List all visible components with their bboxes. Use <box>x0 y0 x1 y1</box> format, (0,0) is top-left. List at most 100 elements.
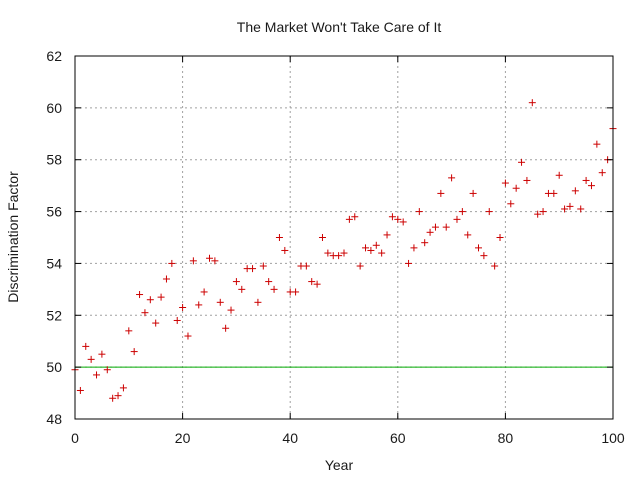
data-point <box>577 205 585 213</box>
data-point <box>318 234 326 241</box>
data-point <box>216 298 224 306</box>
data-point <box>367 246 375 254</box>
data-point <box>275 234 283 241</box>
data-point <box>114 392 122 400</box>
data-point <box>162 275 170 283</box>
data-point <box>152 319 160 327</box>
data-point <box>146 296 154 304</box>
data-point <box>561 205 569 213</box>
data-point <box>195 301 203 309</box>
data-point <box>141 309 149 317</box>
data-point <box>485 208 493 216</box>
data-point <box>555 171 563 179</box>
data-point <box>399 218 407 226</box>
data-point <box>324 249 332 257</box>
data-point <box>238 285 246 293</box>
data-point <box>308 278 316 286</box>
y-tick-label: 60 <box>46 100 62 116</box>
data-point <box>539 208 547 216</box>
plot-frame <box>74 55 614 420</box>
data-point <box>523 176 531 184</box>
data-point <box>200 288 208 296</box>
data-point <box>179 304 187 312</box>
data-point <box>232 278 240 286</box>
data-point <box>491 262 499 270</box>
data-point <box>448 174 456 182</box>
x-tick-label: 0 <box>71 430 79 446</box>
x-tick-label: 80 <box>498 430 514 446</box>
data-point <box>335 252 343 260</box>
y-axis-label: Discrimination Factor <box>5 171 21 303</box>
y-tick-label: 52 <box>46 307 62 323</box>
data-point <box>254 298 262 306</box>
data-point <box>206 254 213 262</box>
data-point <box>566 202 574 210</box>
data-points <box>71 99 617 402</box>
y-tick-label: 48 <box>46 411 62 427</box>
data-point <box>501 179 509 187</box>
data-point <box>507 200 515 208</box>
data-point <box>442 223 450 231</box>
data-point <box>356 262 364 270</box>
data-point <box>496 234 504 241</box>
data-point <box>362 244 370 252</box>
data-point <box>98 350 106 358</box>
x-tick-label: 100 <box>601 430 625 446</box>
data-point <box>587 182 595 190</box>
data-point <box>168 259 176 267</box>
data-point <box>211 257 219 265</box>
data-point <box>571 187 579 195</box>
data-point <box>189 257 197 265</box>
data-point <box>292 288 300 296</box>
data-point <box>582 176 590 184</box>
data-point <box>93 371 101 379</box>
y-tick-labels: 48 50 52 54 56 58 60 62 <box>46 48 62 427</box>
data-point <box>518 158 526 166</box>
y-tick-label: 56 <box>46 204 62 220</box>
data-point <box>475 244 482 252</box>
data-point <box>598 169 606 177</box>
data-point <box>593 140 601 148</box>
chart-title: The Market Won't Take Care of It <box>237 19 442 35</box>
data-point <box>184 332 192 340</box>
data-point <box>415 208 423 216</box>
data-point <box>372 241 380 249</box>
data-point <box>431 223 439 231</box>
grid-lines <box>75 56 613 419</box>
x-tick-label: 60 <box>390 430 406 446</box>
data-point <box>249 265 257 273</box>
data-point <box>270 285 278 293</box>
data-point <box>534 210 542 218</box>
data-point <box>464 231 472 239</box>
data-point <box>265 278 273 286</box>
y-tick-label: 62 <box>46 48 62 64</box>
x-tick-labels: 0 20 40 60 80 100 <box>71 430 625 446</box>
data-point <box>76 386 84 394</box>
data-point <box>437 189 445 197</box>
data-point <box>281 246 289 254</box>
data-point <box>528 99 536 107</box>
data-point <box>512 184 520 192</box>
data-point <box>405 259 413 267</box>
data-point <box>458 208 466 216</box>
data-point <box>378 249 386 257</box>
data-point <box>302 262 310 270</box>
x-tick-label: 20 <box>175 430 191 446</box>
data-point <box>109 394 117 402</box>
y-tick-label: 50 <box>46 359 62 375</box>
data-point <box>421 239 429 247</box>
data-point <box>550 189 558 197</box>
data-point <box>453 215 461 223</box>
y-tick-label: 54 <box>46 255 62 271</box>
x-axis-label: Year <box>325 457 354 473</box>
data-point <box>469 189 477 197</box>
data-point <box>119 384 127 392</box>
data-point <box>426 228 434 236</box>
data-point <box>340 249 348 257</box>
data-point <box>136 291 144 299</box>
data-point <box>388 213 396 221</box>
data-point <box>157 293 165 301</box>
data-point <box>173 316 181 324</box>
data-point <box>87 355 95 363</box>
